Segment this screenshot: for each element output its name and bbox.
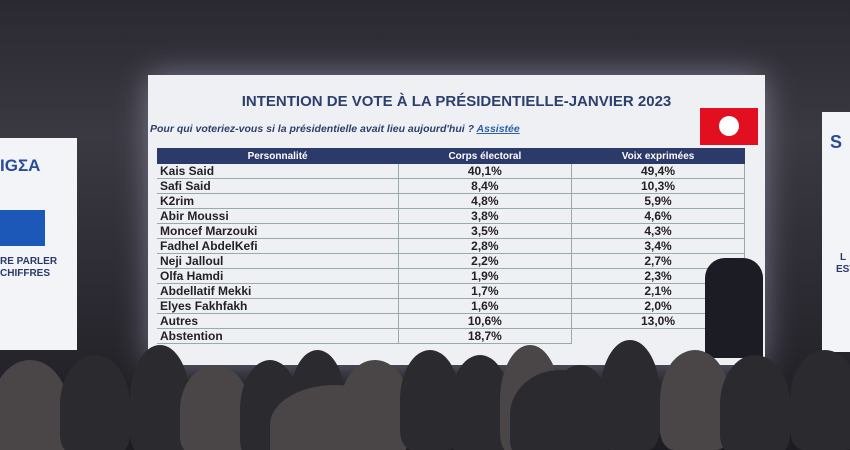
table-row: Moncef Marzouki 3,5% 4,3% [157,223,745,239]
header-cell: Personnalité [157,148,399,164]
results-table: Personnalité Corps électoral Voix exprimée… [157,148,745,344]
icon [0,210,45,246]
logo: S [830,132,843,152]
table-cell: Fadhel AbdelKefi [157,238,399,254]
table-cell: Olfa Hamdi [157,268,399,284]
table-cell: 1,6% [398,298,573,314]
head [720,355,790,450]
table-cell: Elyes Fakhfakh [157,298,399,314]
table-row: Fadhel AbdelKefi 2,8% 3,4% [157,238,745,254]
table-cell: 2,8% [398,238,573,254]
table-cell: Abstention [157,328,399,344]
table-cell: 10,3% [571,178,745,194]
left-panel: IGΣA RE PARLER CHIFFRES [0,138,77,350]
panel-text: RE PARLER [0,256,58,267]
table-cell: Moncef Marzouki [157,223,399,239]
table-row: Olfa Hamdi 1,9% 2,3% [157,268,745,284]
slide-title: INTENTION DE VOTE À LA PRÉSIDENTIELLE-JA… [241,93,672,110]
table-cell: 4,3% [571,223,745,239]
panel-text: L [840,252,847,263]
table-cell: Neji Jalloul [157,253,399,269]
head [510,370,610,450]
header-cell: Voix exprimées [571,148,745,164]
question-link: Assistée [476,123,520,135]
table-cell: 8,4% [398,178,573,194]
question-text: Pour qui voteriez-vous si la présidentie… [150,123,474,135]
table-cell: Abdellatif Mekki [157,283,399,299]
table-cell: 5,9% [571,193,745,209]
table-cell: 3,5% [398,223,573,239]
table-cell: 13,0% [571,313,745,329]
table-cell: 4,8% [398,193,573,209]
table-cell: 4,6% [571,208,745,224]
table-row: Kais Said 40,1% 49,4% [157,164,745,179]
table-cell: 1,7% [398,283,573,299]
table-cell: 10,6% [398,313,573,329]
table-cell: 18,7% [398,328,573,344]
table-cell: 2,7% [571,253,745,269]
panel-text: CHIFFRES [0,268,50,279]
table-cell: 3,4% [571,238,745,254]
table-cell: Autres [157,313,399,329]
logo: IGΣA [0,156,41,175]
table-row: Abir Moussi 3,8% 4,6% [157,208,745,224]
table-row: Neji Jalloul 2,2% 2,7% [157,253,745,269]
head [660,350,730,450]
table-row: K2rim 4,8% 5,9% [157,193,745,209]
table-cell: Safi Said [157,178,399,194]
table-cell: 3,8% [398,208,573,224]
head [600,340,660,450]
table-row: Abdellatif Mekki 1,7% 2,1% [157,283,745,299]
question: Pour qui voteriez-vous si la présidentie… [150,123,520,135]
table-cell: 2,1% [571,283,745,299]
slide: INTENTION DE VOTE À LA PRÉSIDENTIELLE-JA… [148,75,765,365]
table-cell: 2,2% [398,253,573,269]
table-cell: K2rim [157,193,399,209]
table-cell: 2,0% [571,298,745,314]
table-row: Safi Said 8,4% 10,3% [157,178,745,194]
table-row: Autres 10,6% 13,0% [157,313,745,329]
head [180,365,250,450]
table-cell: Kais Said [157,164,399,179]
table-cell: Abir Moussi [157,208,399,224]
table-row: Abstention 18,7% [157,328,745,344]
head [270,385,400,450]
table-cell: 2,3% [571,268,745,284]
head [790,350,850,450]
table-cell: 49,4% [571,164,745,179]
right-panel: S L EST [822,112,850,352]
header-cell: Corps électoral [398,148,572,164]
speaker [705,258,763,358]
table-row: Elyes Fakhfakh 1,6% 2,0% [157,298,745,314]
table-cell: 40,1% [398,164,573,179]
table-cell: 1,9% [398,268,573,284]
flag [700,108,758,145]
head [60,355,130,450]
panel-text: EST [836,264,850,275]
